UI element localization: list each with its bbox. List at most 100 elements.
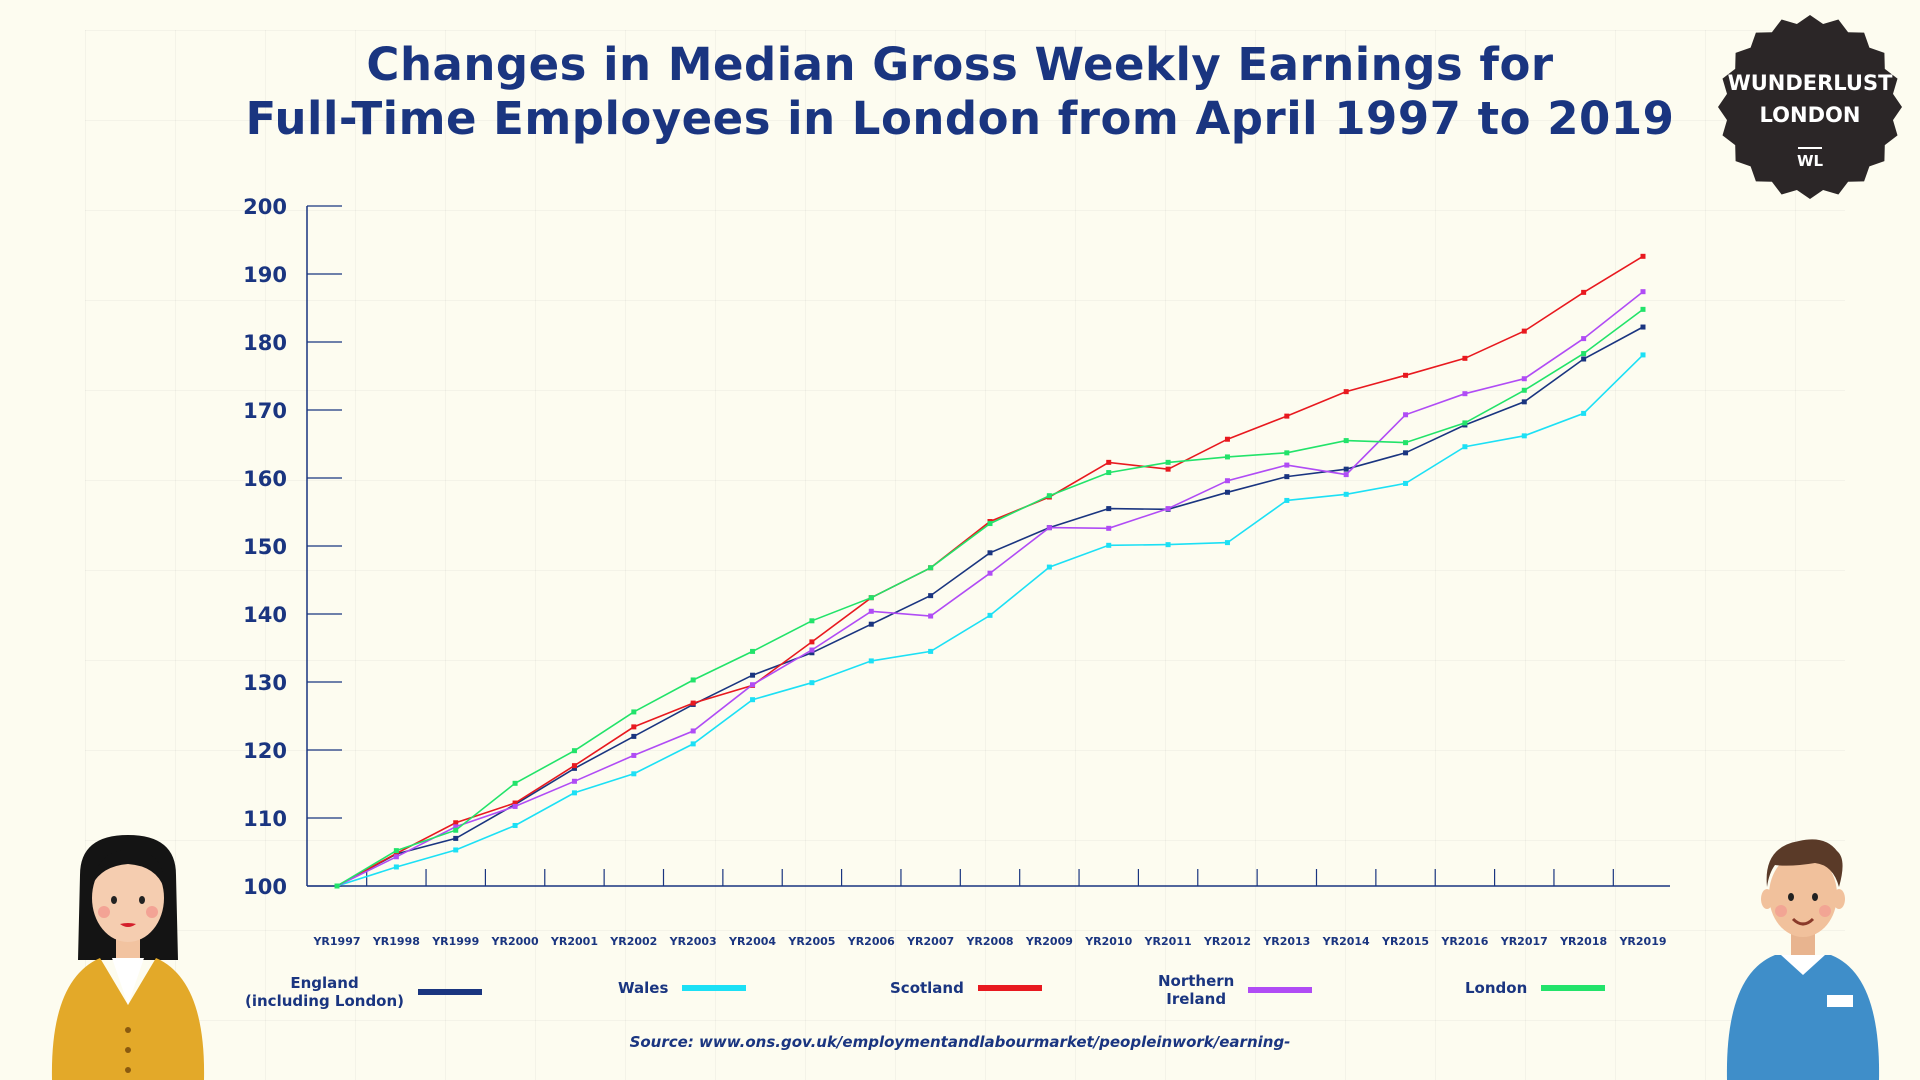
y-tick-label: 180 bbox=[243, 331, 287, 355]
x-tick-label: YR1999 bbox=[431, 935, 479, 948]
data-point-scotland bbox=[512, 800, 518, 806]
page-title: Changes in Median Gross Weekly Earnings … bbox=[160, 38, 1760, 146]
data-point-scotland bbox=[1521, 328, 1527, 334]
data-point-london bbox=[1106, 470, 1112, 476]
data-point-london bbox=[453, 827, 459, 833]
data-point-wales bbox=[1462, 444, 1468, 450]
x-tick-label: YR2015 bbox=[1381, 935, 1429, 948]
data-point-scotland bbox=[1224, 436, 1230, 442]
legend-swatch bbox=[418, 989, 483, 995]
data-point-london bbox=[1343, 438, 1349, 444]
data-point-wales bbox=[868, 658, 874, 664]
data-point-northern bbox=[750, 682, 756, 688]
data-point-wales bbox=[1343, 491, 1349, 497]
source-note: Source: www.ons.gov.uk/employmentandlabo… bbox=[629, 1033, 1291, 1051]
data-point-northern bbox=[393, 854, 399, 860]
data-point-england bbox=[631, 733, 637, 739]
data-point-england bbox=[1581, 356, 1587, 362]
data-point-northern bbox=[868, 608, 874, 614]
data-point-london bbox=[1640, 306, 1646, 312]
data-point-wales bbox=[1106, 542, 1112, 548]
legend-item: Northern Ireland bbox=[1158, 972, 1313, 1008]
data-point-northern bbox=[1640, 289, 1646, 295]
x-tick-label: YR2002 bbox=[609, 935, 657, 948]
data-point-northern bbox=[453, 824, 459, 830]
data-point-london bbox=[512, 780, 518, 786]
y-tick-label: 200 bbox=[243, 195, 287, 219]
data-point-england bbox=[571, 765, 577, 771]
legend-item: Scotland bbox=[890, 979, 1042, 997]
x-tick-label: YR2000 bbox=[491, 935, 539, 948]
legend-item: Wales bbox=[618, 979, 747, 997]
legend-swatch bbox=[682, 985, 747, 991]
y-tick-label: 110 bbox=[243, 807, 287, 831]
data-point-northern bbox=[1165, 506, 1171, 512]
data-point-scotland bbox=[393, 850, 399, 856]
data-point-wales bbox=[750, 697, 756, 703]
data-point-england bbox=[1224, 489, 1230, 495]
title-line-1: Changes in Median Gross Weekly Earnings … bbox=[366, 38, 1554, 91]
data-point-scotland bbox=[1640, 253, 1646, 259]
data-point-scotland bbox=[690, 700, 696, 706]
data-point-northern bbox=[1046, 525, 1052, 531]
badge-line-1: WUNDERLUST bbox=[1728, 71, 1894, 95]
woman-illustration bbox=[51, 835, 205, 1080]
series-line-wales bbox=[336, 354, 1644, 887]
y-tick-label: 120 bbox=[243, 739, 287, 763]
data-point-london bbox=[868, 595, 874, 601]
data-point-scotland bbox=[453, 820, 459, 826]
data-point-scotland bbox=[1343, 389, 1349, 395]
background-grid bbox=[85, 30, 1845, 1080]
data-point-england bbox=[868, 621, 874, 627]
x-tick-label: YR1997 bbox=[312, 935, 360, 948]
legend-item: England (including London) bbox=[245, 974, 483, 1010]
data-point-london bbox=[393, 848, 399, 854]
data-point-scotland bbox=[809, 639, 815, 645]
legend-swatch bbox=[977, 985, 1042, 991]
data-point-england bbox=[1521, 399, 1527, 405]
data-point-england bbox=[1403, 450, 1409, 456]
data-point-london bbox=[809, 618, 815, 624]
data-point-london bbox=[571, 748, 577, 754]
data-point-northern bbox=[1581, 336, 1587, 342]
y-tick-label: 130 bbox=[243, 671, 287, 695]
data-point-northern bbox=[571, 778, 577, 784]
data-point-england bbox=[928, 593, 934, 599]
y-tick-label: 170 bbox=[243, 399, 287, 423]
data-point-wales bbox=[1284, 497, 1290, 503]
data-point-scotland bbox=[631, 724, 637, 730]
y-tick-label: 100 bbox=[243, 875, 287, 899]
data-point-wales bbox=[1521, 433, 1527, 439]
x-tick-label: YR2014 bbox=[1322, 935, 1370, 948]
data-point-northern bbox=[1521, 376, 1527, 382]
legend-label: London bbox=[1465, 979, 1528, 997]
data-point-wales bbox=[453, 847, 459, 853]
y-tick-label: 190 bbox=[243, 263, 287, 287]
x-tick-label: YR1998 bbox=[372, 935, 420, 948]
y-tick-label: 140 bbox=[243, 603, 287, 627]
data-point-scotland bbox=[1462, 355, 1468, 361]
data-point-northern bbox=[690, 728, 696, 734]
data-point-london bbox=[750, 648, 756, 654]
data-point-london bbox=[987, 521, 993, 527]
data-point-london bbox=[631, 709, 637, 715]
data-point-london bbox=[1046, 493, 1052, 499]
data-point-wales bbox=[571, 790, 577, 796]
data-point-wales bbox=[631, 771, 637, 777]
data-point-wales bbox=[928, 648, 934, 654]
data-point-wales bbox=[987, 612, 993, 618]
x-tick-label: YR2013 bbox=[1262, 935, 1310, 948]
data-point-northern bbox=[631, 752, 637, 758]
data-point-scotland bbox=[571, 763, 577, 769]
data-point-england bbox=[809, 650, 815, 656]
data-point-london bbox=[928, 565, 934, 571]
y-tick-label: 160 bbox=[243, 467, 287, 491]
x-tick-label: YR2017 bbox=[1500, 935, 1548, 948]
data-point-wales bbox=[690, 741, 696, 747]
data-point-wales bbox=[1581, 410, 1587, 416]
data-point-england bbox=[1343, 466, 1349, 472]
data-point-england bbox=[1106, 506, 1112, 512]
data-point-scotland bbox=[1284, 413, 1290, 419]
data-point-northern bbox=[512, 803, 518, 809]
